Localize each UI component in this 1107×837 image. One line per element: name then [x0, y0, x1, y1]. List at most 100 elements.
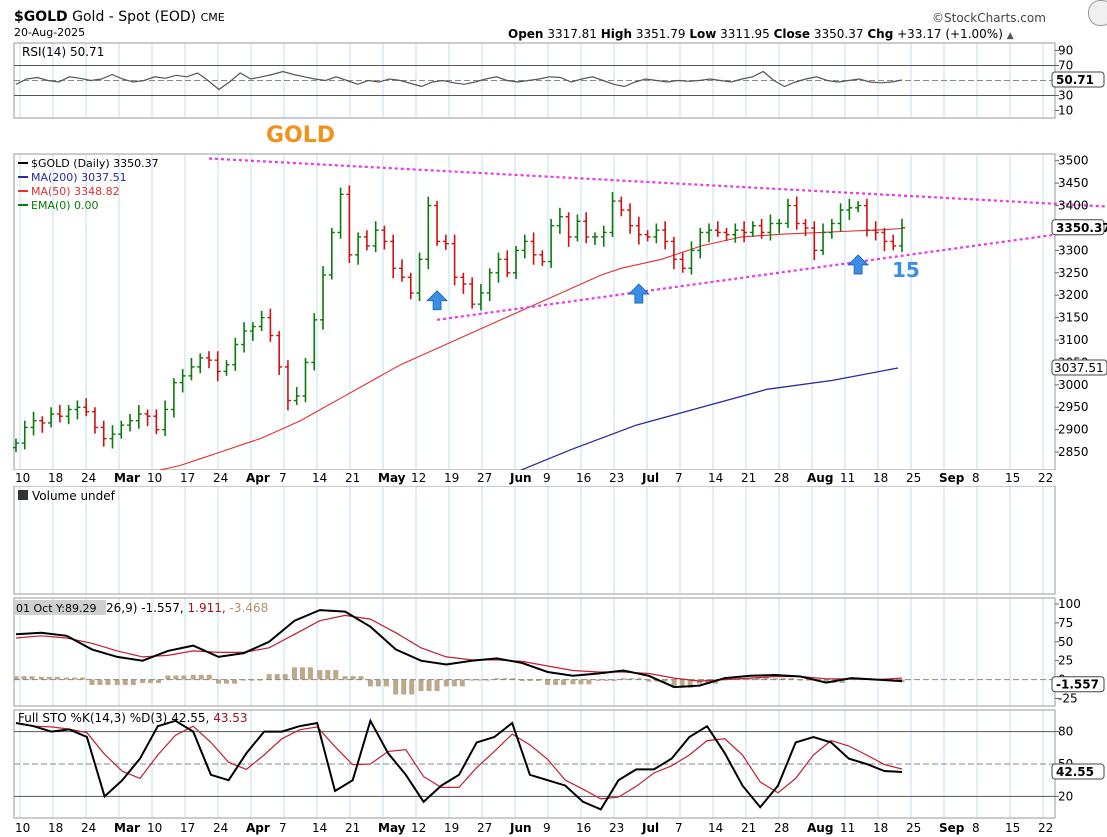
x-tick-label: 15	[1005, 821, 1020, 835]
price-tick-label: 2850	[1058, 445, 1089, 459]
price-bar	[477, 283, 484, 311]
price-bar	[170, 378, 177, 418]
price-bar	[118, 420, 125, 439]
price-bar	[398, 259, 405, 282]
low-label: Low	[689, 27, 717, 41]
price-bar	[837, 203, 844, 232]
price-bar	[758, 218, 765, 239]
price-bar	[153, 409, 160, 435]
price-bar	[442, 234, 449, 250]
macd-histogram-bar	[317, 670, 323, 680]
price-bar	[811, 221, 818, 261]
price-tick-label: 3100	[1058, 333, 1089, 347]
macd-histogram-bar	[307, 667, 313, 680]
macd-histogram-bar	[763, 677, 769, 680]
price-bar	[302, 357, 309, 403]
price-bar	[732, 223, 739, 243]
price-bar	[355, 232, 362, 265]
macd-label: 26,9) -1.557, 1.911, -3.468	[106, 601, 268, 615]
macd-histogram-bar	[241, 679, 247, 681]
price-bar	[13, 438, 19, 453]
macd-last-label: -1.557	[1056, 678, 1099, 692]
price-bar	[197, 353, 204, 374]
macd-histogram-bar	[772, 678, 778, 680]
x-tick-label: Jun	[509, 471, 532, 485]
macd-histogram-bar	[535, 679, 541, 681]
price-series	[13, 157, 1107, 478]
price-bar	[714, 221, 721, 237]
macd-histogram-bar	[232, 679, 238, 684]
exchange: CME	[200, 11, 225, 24]
price-bar	[574, 214, 581, 242]
price-bar	[697, 227, 704, 259]
collapse-up-icon[interactable]: ▲	[1006, 31, 1014, 41]
x-axis-bg	[0, 470, 1107, 486]
price-bar	[188, 357, 195, 381]
x-axis-bg	[0, 820, 1107, 836]
price-bar	[249, 322, 256, 341]
macd-histogram-bar	[519, 679, 525, 681]
x-tick-label: 14	[708, 471, 723, 485]
macd-histogram-bar	[38, 676, 44, 680]
macd-histogram-bar	[882, 679, 888, 681]
macd-tick-label: 0	[1058, 673, 1066, 687]
price-bar	[372, 221, 379, 253]
x-tick-label: 21	[345, 471, 360, 485]
ma200-line	[504, 367, 899, 478]
macd-histogram-bar	[122, 679, 128, 686]
price-tick-label: 3300	[1058, 243, 1089, 257]
macd-histogram-bar	[687, 679, 693, 688]
macd-histogram-bar	[224, 679, 230, 684]
price-tick-label: 3500	[1058, 154, 1089, 168]
x-tick-label: 10	[147, 821, 162, 835]
price-bar	[679, 252, 686, 273]
x-tick-label: 25	[906, 471, 921, 485]
price-bar	[828, 218, 835, 239]
macd-histogram-bar	[696, 679, 702, 684]
macd-histogram-bar	[401, 679, 407, 695]
up-arrow-icon	[847, 254, 870, 275]
price-bar	[504, 250, 511, 278]
stochastic-series	[14, 718, 1055, 811]
x-tick-label: Jul	[641, 821, 659, 835]
stockcharts-brand[interactable]: ©StockCharts.com	[932, 11, 1046, 25]
instrument-name: Gold - Spot (EOD)	[72, 9, 197, 25]
macd-histogram-bar	[485, 679, 491, 681]
price-bar	[548, 218, 555, 268]
macd-histogram-bar	[798, 679, 804, 681]
macd-tick-label: 75	[1058, 616, 1073, 630]
macd-histogram-bar	[72, 677, 78, 680]
price-bar	[513, 245, 520, 280]
macd-histogram-bar	[662, 679, 668, 682]
price-bar	[530, 232, 537, 265]
grid-layer	[19, 43, 1044, 818]
scroll-corner-icon[interactable]	[1088, 0, 1107, 26]
macd-histogram-bar	[704, 679, 710, 684]
x-tick-label: 22	[1038, 821, 1053, 835]
x-tick-label: 21	[345, 821, 360, 835]
macd-histogram-bar	[165, 675, 171, 680]
macd-histogram-bar	[216, 679, 222, 684]
price-bar	[100, 420, 107, 447]
price-bar	[74, 400, 81, 420]
macd-ticks: 100 75 50 25 0 -25-1.557	[1051, 597, 1105, 705]
x-tick-label: 10	[15, 821, 30, 835]
macd-histogram-bar	[806, 679, 812, 681]
macd-histogram-bar	[856, 678, 862, 680]
x-tick-label: 10	[15, 471, 30, 485]
high-value: 3351.79	[635, 27, 686, 41]
macd-histogram-bar	[621, 678, 627, 680]
price-bar	[56, 405, 63, 423]
price-bar	[434, 201, 441, 246]
x-tick-label: May	[378, 821, 406, 835]
chart-date: 20-Aug-2025	[14, 26, 86, 39]
x-tick-label: 7	[675, 471, 683, 485]
macd-histogram-bar	[654, 679, 660, 682]
x-tick-label: 11	[840, 821, 855, 835]
chg-label: Chg	[867, 27, 894, 41]
x-tick-label: 7	[279, 821, 287, 835]
sto-k-line	[15, 718, 903, 811]
